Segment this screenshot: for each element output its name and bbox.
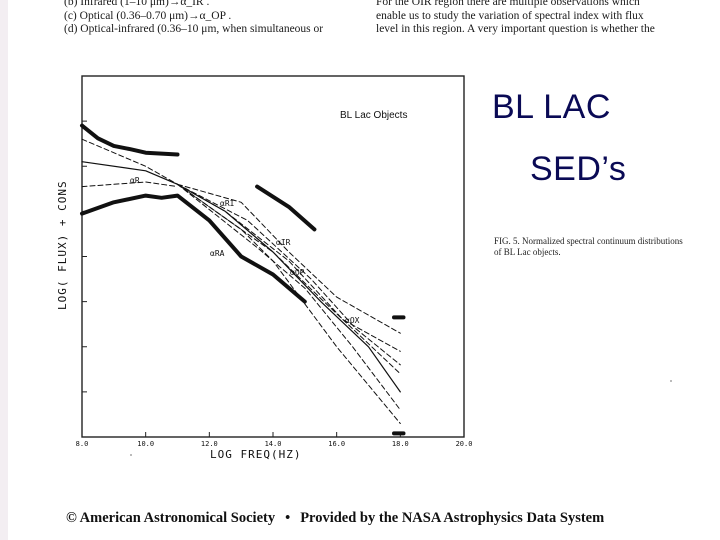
scan-speck bbox=[130, 454, 132, 456]
scan-speck bbox=[670, 380, 672, 382]
x-tick-label: 18.0 bbox=[392, 440, 409, 448]
footer-copyright: © American Astronomical Society bbox=[66, 510, 276, 526]
x-tick-label: 16.0 bbox=[328, 440, 345, 448]
slide-title-line1: BL LAC bbox=[492, 88, 611, 126]
text-line: enable us to study the variation of spec… bbox=[376, 9, 644, 22]
annotation-alpha-ra: αRA bbox=[210, 249, 225, 258]
annotation-alpha-op: αOP bbox=[290, 268, 305, 277]
page-text-right-column: For the OIR region there are multiple ob… bbox=[376, 0, 655, 37]
series-line-steep-2 bbox=[177, 183, 401, 411]
annotation-alpha-r: αR bbox=[130, 176, 140, 185]
series-line-shallow-1 bbox=[177, 183, 401, 352]
text-line: (d) Optical-infrared (0.36–10 μm, when s… bbox=[64, 23, 324, 35]
series-line-radio-mid-b bbox=[81, 138, 401, 375]
x-tick-label: 8.0 bbox=[76, 440, 89, 448]
text-line: For the OIR region there are multiple ob… bbox=[376, 0, 640, 8]
annotation-alpha-ir: αIR bbox=[276, 238, 291, 247]
annotation-alpha-ox: αOX bbox=[345, 316, 360, 325]
x-tick-label: 10.0 bbox=[137, 440, 154, 448]
scan-border bbox=[0, 0, 8, 540]
footer-credit: © American Astronomical Society • Provided… bbox=[66, 510, 604, 527]
footer-separator: • bbox=[285, 510, 291, 526]
text-line: (c) Optical (0.36–0.70 μm)→α_OP . bbox=[64, 9, 232, 22]
x-tick-label: 14.0 bbox=[265, 440, 282, 448]
series-line-shallow-2 bbox=[177, 183, 401, 334]
plot-frame bbox=[81, 75, 465, 438]
x-tick-label: 12.0 bbox=[201, 440, 218, 448]
series-line-radio-flat bbox=[81, 181, 178, 188]
series-line-radio-mid-a bbox=[81, 161, 401, 393]
slide-title-line2: SED’s bbox=[530, 150, 627, 188]
y-axis-label: LOG( FLUX) + CONS bbox=[56, 180, 69, 310]
series-line-radio-high bbox=[80, 123, 180, 157]
chart-title: BL Lac Objects bbox=[340, 110, 407, 121]
figure-caption: FIG. 5. Normalized spectral continuum di… bbox=[494, 236, 683, 257]
footer-provider: Provided by the NASA Astrophysics Data S… bbox=[300, 510, 605, 526]
annotation-alpha-ri: αRI bbox=[220, 199, 235, 208]
page-text-left-column: (b) Infrared (1–10 μm)→α_IR . (c) Optica… bbox=[64, 0, 323, 37]
x-tick-label: 20.0 bbox=[456, 440, 473, 448]
x-axis-label: LOG FREQ(HZ) bbox=[210, 448, 301, 461]
text-line: level in this region. A very important q… bbox=[376, 23, 655, 35]
series-line-ir-bump bbox=[255, 184, 317, 232]
series-line-steep-3 bbox=[177, 183, 401, 366]
text-line: (b) Infrared (1–10 μm)→α_IR . bbox=[64, 0, 210, 8]
series-line-radio-low bbox=[80, 193, 307, 304]
